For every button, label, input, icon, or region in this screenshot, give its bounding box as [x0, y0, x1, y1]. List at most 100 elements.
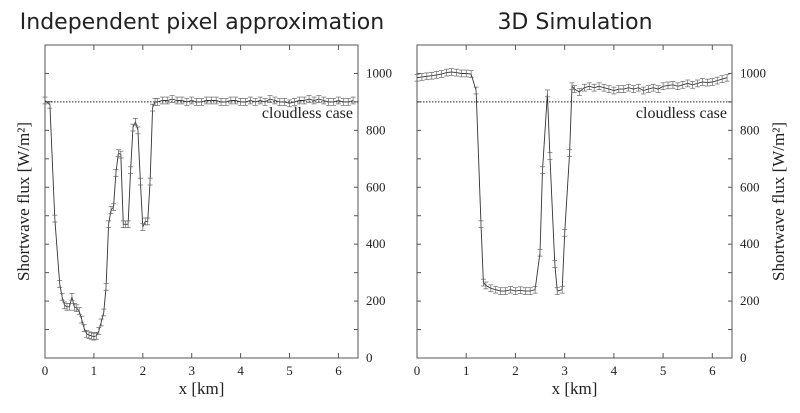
y-tick-label: 0 [366, 350, 373, 365]
data-point-errorbar [287, 99, 293, 108]
data-point-errorbar [596, 82, 602, 91]
data-point-errorbar [132, 118, 138, 126]
y-tick-label: 200 [366, 293, 386, 308]
data-point-errorbar [71, 303, 77, 311]
data-point-errorbar [714, 76, 720, 85]
data-point-errorbar [552, 260, 558, 268]
series-line [416, 71, 728, 292]
y-tick-label: 200 [740, 293, 760, 308]
y-tick-label: 0 [740, 350, 747, 365]
data-point-errorbar [59, 293, 65, 301]
y-tick-label: 400 [366, 236, 386, 251]
data-point-errorbar [544, 89, 550, 98]
x-tick-label: 0 [42, 363, 49, 378]
data-point-errorbar [66, 303, 72, 311]
data-point-errorbar [125, 220, 131, 229]
y-tick-label: 800 [366, 122, 386, 137]
data-point-errorbar [199, 98, 204, 106]
x-tick-label: 0 [414, 363, 421, 378]
data-point-errorbar [685, 79, 691, 88]
data-point-errorbar [311, 96, 317, 105]
data-point-errorbar [675, 82, 681, 91]
data-point-errorbar [547, 152, 553, 160]
data-point-errorbar [189, 96, 195, 105]
data-point-errorbar [118, 150, 124, 159]
data-point-errorbar [635, 83, 641, 92]
data-point-errorbar [135, 126, 141, 135]
data-point-errorbar [724, 73, 730, 82]
data-point-errorbar [645, 85, 651, 93]
data-point-errorbar [74, 304, 80, 312]
data-point-errorbar [282, 98, 288, 106]
data-point-errorbar [458, 69, 464, 78]
data-point-errorbar [517, 286, 523, 295]
data-point-errorbar [326, 98, 332, 106]
data-point-errorbar [473, 86, 479, 95]
data-point-errorbar [69, 293, 75, 301]
data-point-errorbar [498, 287, 504, 295]
data-point-errorbar [488, 284, 494, 293]
reference-line-label: cloudless case [636, 105, 727, 122]
data-point-errorbar [655, 85, 661, 93]
data-point-errorbar [252, 98, 258, 106]
data-point-errorbar [616, 85, 622, 93]
data-point-errorbar [208, 96, 214, 105]
data-point-errorbar [238, 98, 244, 106]
x-tick-label: 5 [286, 363, 293, 378]
plot-panel-2: 3D Simulation 0 1 2 3 4 5 6 0 200 400 600 800 1000 x [… [414, 10, 788, 398]
data-point-errorbar [503, 287, 509, 295]
data-point-errorbar [272, 96, 278, 105]
chart-title: 3D Simulation [497, 10, 652, 35]
data-point-errorbar [581, 83, 587, 92]
data-point-errorbar [537, 248, 543, 257]
data-point-errorbar [559, 285, 565, 294]
plot-frame [44, 44, 359, 359]
data-point-errorbar [194, 98, 200, 106]
data-point-errorbar [247, 96, 253, 105]
data-point-errorbar [680, 81, 686, 89]
data-point-errorbar [444, 68, 450, 77]
data-point-errorbar [576, 88, 582, 96]
data-point-errorbar [419, 73, 425, 81]
data-point-errorbar [86, 331, 92, 340]
x-axis-label: x [km] [179, 379, 225, 398]
data-point-errorbar [350, 96, 356, 105]
x-tick-label: 6 [335, 363, 342, 378]
data-point-errorbar [601, 83, 607, 92]
data-point-errorbar [448, 68, 454, 76]
data-point-errorbar [621, 85, 627, 93]
data-point-errorbar [704, 78, 710, 87]
data-point-errorbar [47, 100, 53, 109]
data-point-errorbar [316, 95, 322, 103]
data-point-errorbar [554, 287, 560, 295]
data-point-errorbar [439, 70, 445, 78]
data-point-errorbar [335, 96, 341, 105]
x-tick-label: 6 [709, 363, 716, 378]
data-point-errorbar [480, 278, 486, 287]
data-point-errorbar [213, 96, 219, 105]
data-point-errorbar [184, 98, 190, 106]
y-tick-label: 1000 [740, 65, 766, 80]
x-tick-label: 2 [512, 363, 519, 378]
data-point-errorbar [611, 86, 617, 95]
data-point-errorbar [98, 318, 104, 327]
data-point-errorbar [540, 166, 546, 174]
data-point-errorbar [147, 177, 153, 186]
data-point-errorbar [62, 301, 68, 310]
data-point-errorbar [709, 78, 715, 86]
data-point-errorbar [434, 71, 440, 79]
data-point-errorbar [424, 72, 430, 81]
data-point-errorbar [453, 68, 459, 77]
data-point-errorbar [640, 86, 646, 95]
y-tick-label: 1000 [366, 65, 392, 80]
data-point-errorbar [262, 98, 268, 106]
data-point-errorbar [493, 285, 499, 294]
data-point-errorbar [508, 285, 514, 294]
reference-line-label: cloudless case [262, 105, 353, 122]
data-point-errorbar [665, 81, 671, 90]
data-point-errorbar [468, 70, 474, 78]
data-point-errorbar [626, 83, 632, 92]
data-point-errorbar [429, 71, 435, 80]
x-tick-label: 5 [660, 363, 667, 378]
data-point-errorbar [267, 95, 273, 103]
